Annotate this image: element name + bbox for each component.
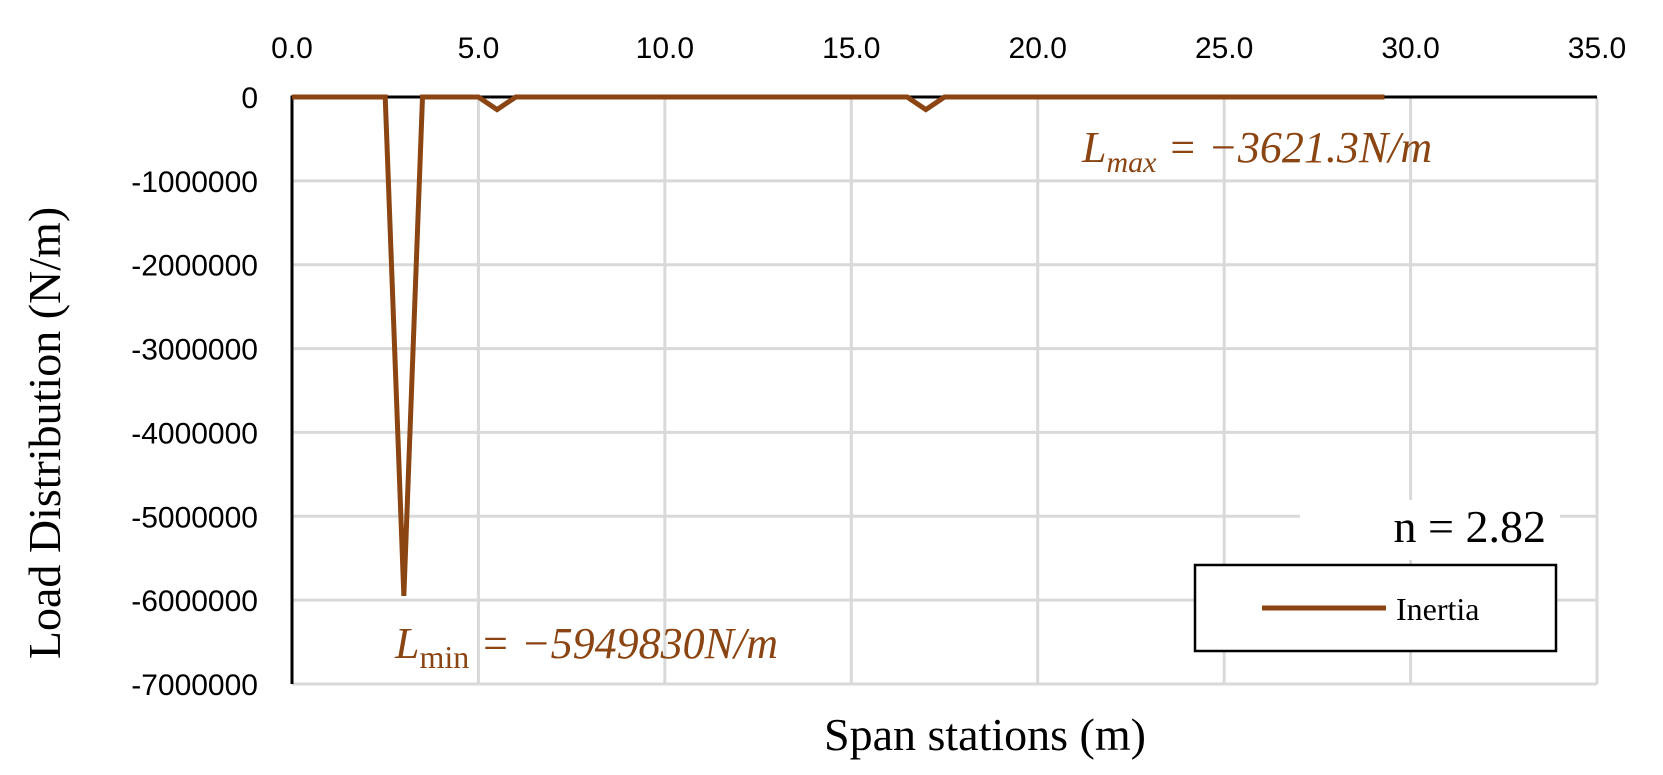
- n-label-background: [1300, 500, 1560, 560]
- x-tick-label: 15.0: [822, 32, 880, 65]
- y-tick-labels: 0 -1000000 -2000000 -3000000 -4000000 -500000…: [131, 82, 258, 702]
- legend: Inertia: [1193, 563, 1558, 653]
- n-label: n = 2.82: [1394, 501, 1546, 552]
- y-tick-label: -1000000: [131, 166, 258, 199]
- max-annotation: Lmax = −3621.3N/m: [1081, 123, 1432, 179]
- min-annotation: Lmin = −5949830N/m: [394, 619, 778, 675]
- x-tick-label: 10.0: [636, 32, 694, 65]
- y-tick-label: -3000000: [131, 334, 258, 367]
- x-tick-label: 0.0: [271, 32, 313, 65]
- x-tick-label: 25.0: [1195, 32, 1253, 65]
- legend-label: Inertia: [1396, 591, 1480, 627]
- y-tick-label: -6000000: [131, 585, 258, 618]
- y-axis-title: Load Distribution (N/m): [19, 207, 70, 659]
- series-group: [292, 94, 1385, 597]
- x-tick-labels: 0.0 5.0 10.0 15.0 20.0 25.0 30.0 35.0: [271, 32, 1626, 65]
- x-tick-label: 30.0: [1381, 32, 1439, 65]
- x-tick-label: 20.0: [1009, 32, 1067, 65]
- y-tick-label: 0: [241, 82, 258, 115]
- y-tick-label: -2000000: [131, 250, 258, 283]
- y-tick-label: -5000000: [131, 501, 258, 534]
- x-axis-title: Span stations (m): [824, 709, 1146, 760]
- y-tick-label: -4000000: [131, 417, 258, 450]
- series-line-inertia: [292, 94, 1385, 597]
- y-tick-label: -7000000: [131, 669, 258, 702]
- x-tick-label: 5.0: [458, 32, 500, 65]
- x-tick-label: 35.0: [1568, 32, 1626, 65]
